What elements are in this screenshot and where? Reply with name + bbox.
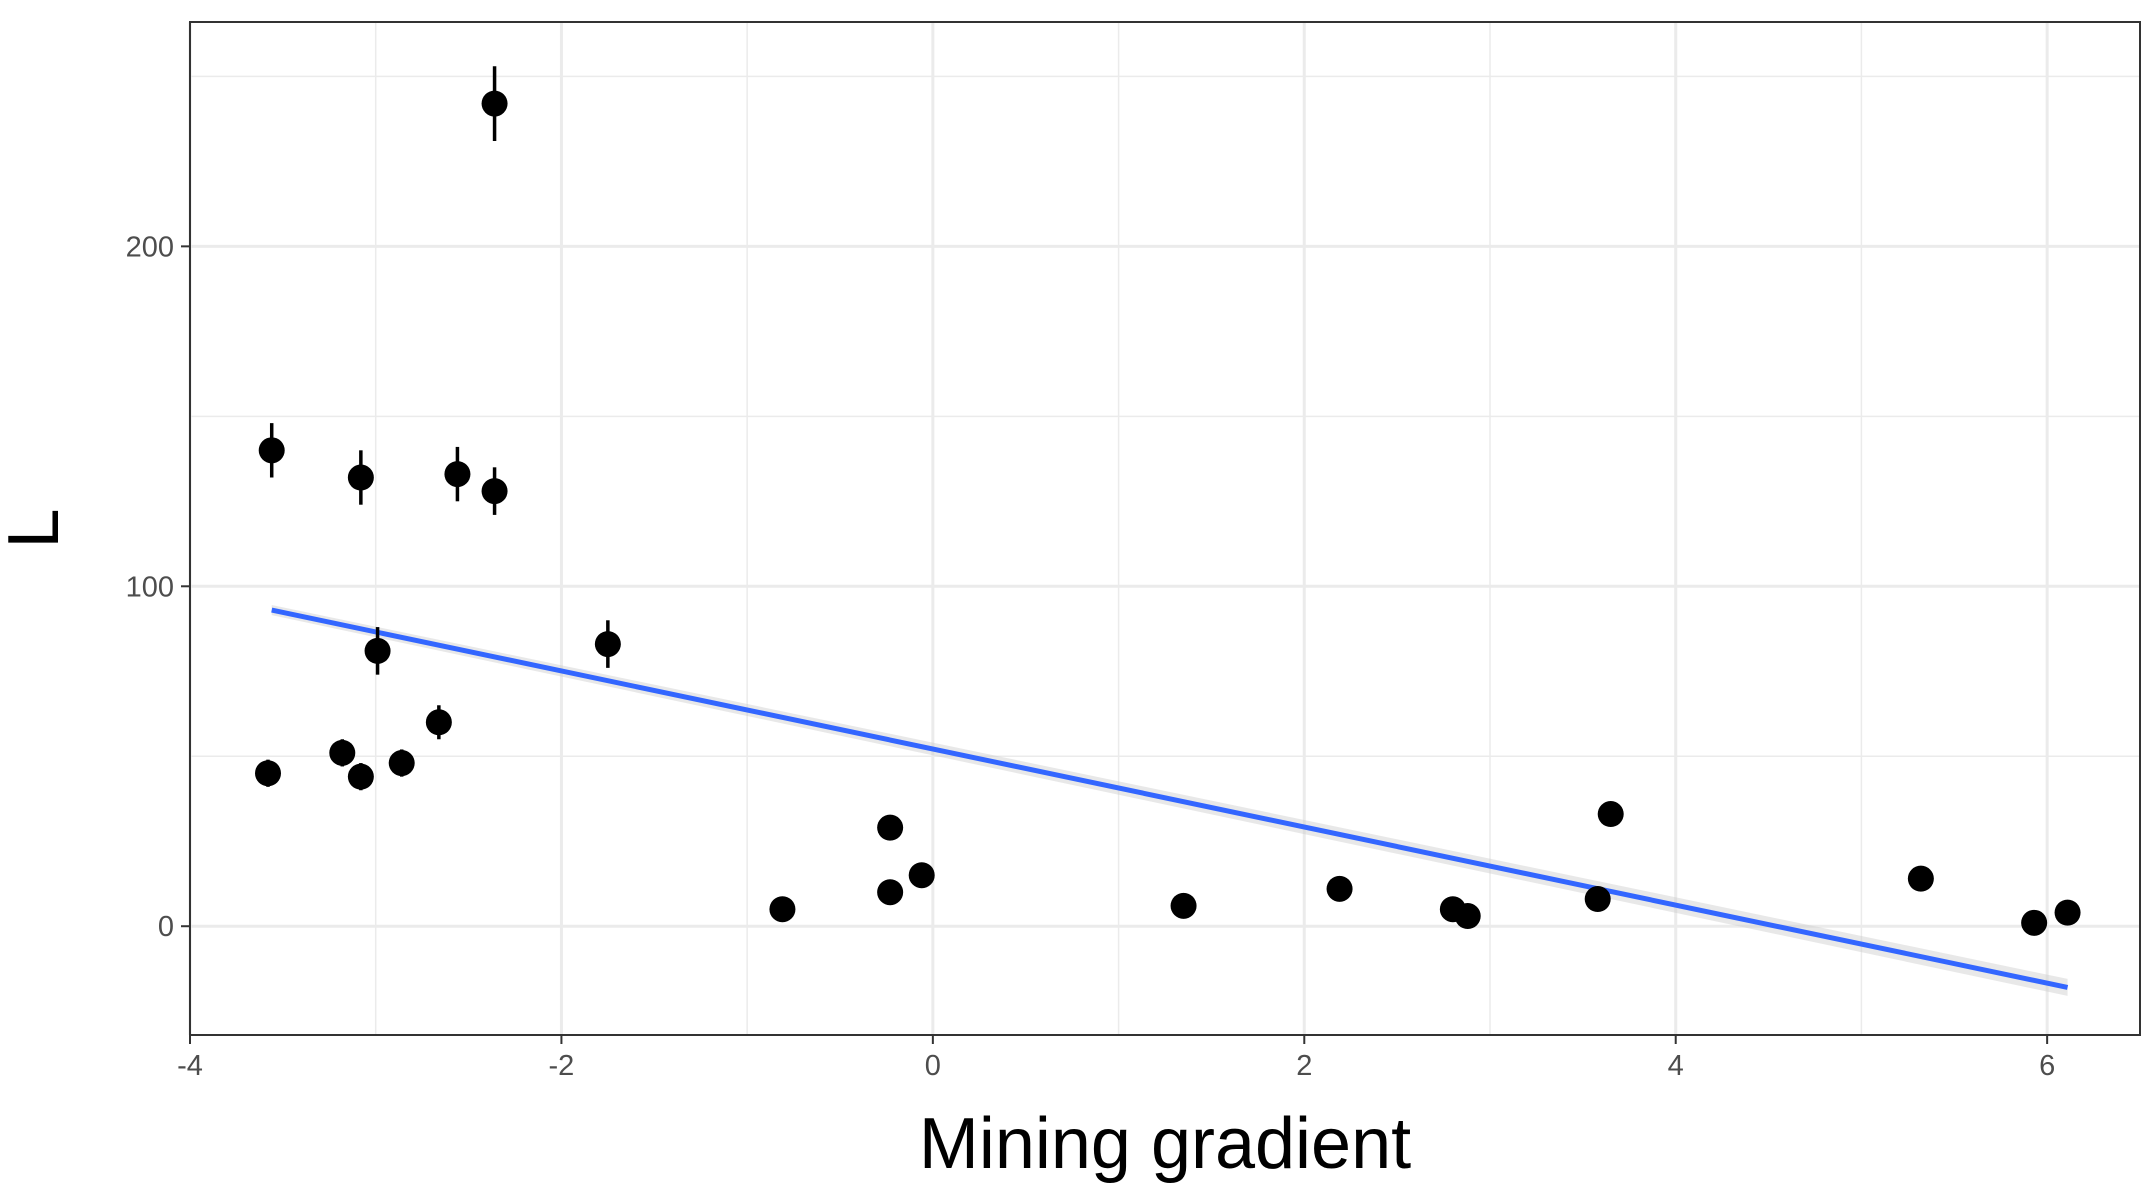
data-point — [2021, 909, 2048, 936]
x-tick-label: 4 — [1668, 1050, 1684, 1082]
y-tick-label: 100 — [126, 571, 174, 603]
x-tick-label: -2 — [549, 1050, 575, 1082]
data-point — [877, 814, 904, 841]
y-axis: 0 100 200 — [126, 231, 190, 943]
data-point — [1454, 903, 1481, 930]
data-point — [364, 637, 391, 664]
data-point — [1907, 865, 1934, 892]
data-point — [769, 896, 796, 923]
data-point — [347, 464, 374, 491]
data-point — [1584, 886, 1611, 913]
data-point — [425, 709, 452, 736]
x-axis: -4 -2 0 2 4 6 — [177, 1035, 2055, 1082]
data-point — [594, 631, 621, 658]
panel-border — [189, 21, 2141, 1036]
data-point — [1597, 801, 1624, 828]
x-tick-label: 6 — [2039, 1050, 2055, 1082]
minor-gridlines — [190, 22, 2140, 1035]
data-point — [1326, 875, 1353, 902]
trend-line-layer — [271, 604, 2069, 996]
data-point — [481, 478, 508, 505]
major-gridlines — [188, 22, 2140, 1035]
data-point — [388, 750, 415, 777]
data-point — [444, 461, 471, 488]
y-tick-label: 0 — [158, 911, 174, 943]
x-tick-label: 0 — [925, 1050, 941, 1082]
data-point — [329, 739, 356, 766]
data-point — [1170, 892, 1197, 919]
x-axis-title: Mining gradient — [919, 1104, 1411, 1184]
trend-line — [271, 607, 2069, 990]
data-point — [255, 760, 281, 787]
data-point — [908, 862, 935, 889]
x-tick-label: -4 — [177, 1050, 203, 1082]
data-point — [347, 763, 374, 790]
y-axis-title: L — [0, 508, 74, 548]
data-point — [481, 90, 508, 117]
x-tick-label: 2 — [1296, 1050, 1312, 1082]
y-tick-label: 200 — [126, 231, 174, 263]
data-point — [258, 437, 285, 464]
data-point — [2054, 899, 2081, 926]
data-point — [877, 879, 904, 906]
data-points — [255, 90, 2081, 936]
